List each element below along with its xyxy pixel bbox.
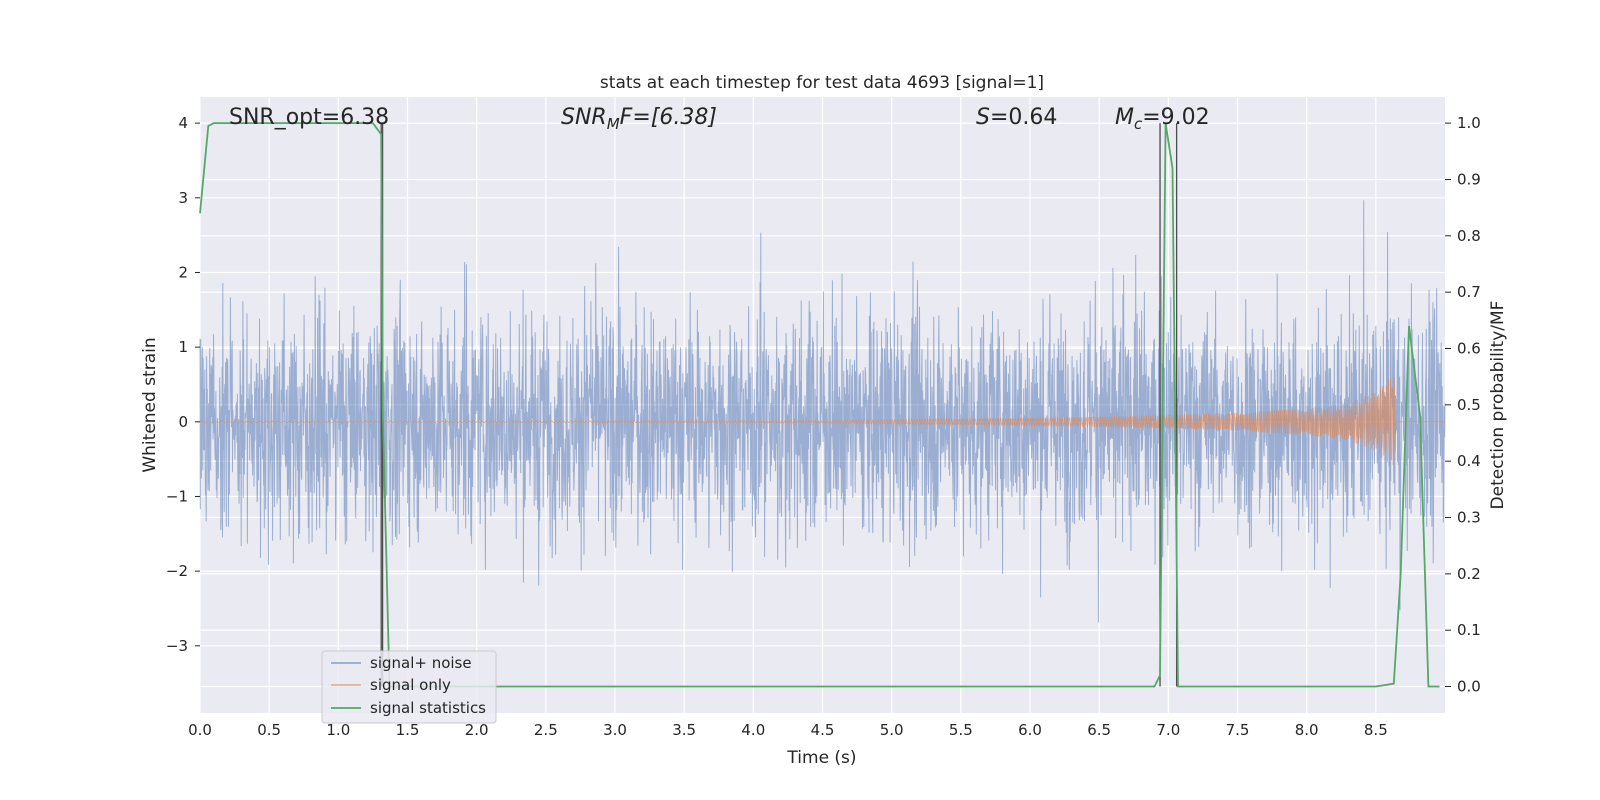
- x-tick-label: 5.0: [880, 721, 904, 739]
- x-tick-label: 1.0: [326, 721, 350, 739]
- legend: signal+ noise signal only signal statist…: [321, 650, 497, 724]
- grid: [199, 97, 1445, 713]
- x-tick-label: 5.5: [949, 721, 973, 739]
- x-tick-label: 3.5: [672, 721, 696, 739]
- x-tick-label: 2.0: [465, 721, 489, 739]
- y-left-tick-label: 0: [178, 413, 188, 431]
- y-right-tick-label: 0.6: [1457, 339, 1481, 357]
- x-tick-label: 0.0: [188, 721, 212, 739]
- x-tick-label: 7.5: [1226, 721, 1250, 739]
- y-right-tick-label: 0.4: [1457, 452, 1481, 470]
- y-right-axis-ticks: 1.0 0.9 0.8 0.7 0.6 0.5 0.4 0.3 0.2 0.1 0.0: [1445, 114, 1481, 696]
- x-axis-ticks: 0.0 0.5 1.0 1.5 2.0 2.5 3.0 3.5 4.0 4.5 5.0 5.5 6.0 6…: [188, 721, 1388, 739]
- y-right-tick-label: 0.1: [1457, 621, 1481, 639]
- y-right-tick-label: 0.9: [1457, 170, 1481, 188]
- x-tick-label: 8.5: [1364, 721, 1388, 739]
- annotation-snr-opt: SNR_opt=6.38: [229, 105, 389, 130]
- x-tick-label: 4.5: [811, 721, 835, 739]
- y-right-tick-label: 0.8: [1457, 227, 1481, 245]
- legend-label-signal-only: signal only: [370, 676, 451, 694]
- y-left-tick-label: −2: [166, 562, 188, 580]
- y-right-axis-label: Detection probability/MF: [1488, 301, 1508, 510]
- legend-label-signal-statistics: signal statistics: [370, 699, 486, 717]
- signal-statistics-series: [199, 122, 1440, 688]
- y-right-tick-label: 1.0: [1457, 114, 1481, 132]
- y-right-tick-label: 0.0: [1457, 678, 1481, 696]
- signal-only-series: [199, 377, 1445, 466]
- x-tick-label: 0.5: [257, 721, 281, 739]
- x-tick-label: 6.0: [1018, 721, 1042, 739]
- x-tick-label: 4.0: [741, 721, 765, 739]
- y-left-axis-label: Whitened strain: [140, 337, 160, 472]
- y-left-tick-label: 4: [178, 114, 188, 132]
- x-tick-label: 8.0: [1295, 721, 1319, 739]
- series-line-signal-plus-noise: [199, 200, 1446, 623]
- x-tick-label: 1.5: [396, 721, 420, 739]
- y-left-tick-label: −1: [166, 487, 188, 505]
- legend-label-signal-plus-noise: signal+ noise: [370, 654, 472, 672]
- x-tick-label: 6.5: [1087, 721, 1111, 739]
- y-left-tick-label: 2: [178, 263, 188, 281]
- annotation-mc: Mc=9.02: [1115, 105, 1210, 133]
- y-left-tick-label: 1: [178, 338, 188, 356]
- signal-plus-noise-series: [199, 200, 1446, 623]
- y-left-tick-label: 3: [178, 189, 188, 207]
- annotation-s: S=0.64: [976, 105, 1057, 130]
- x-tick-label: 3.0: [603, 721, 627, 739]
- series-line-signal-only: [199, 377, 1445, 466]
- y-right-tick-label: 0.7: [1457, 283, 1481, 301]
- y-right-tick-label: 0.2: [1457, 565, 1481, 583]
- y-right-tick-label: 0.5: [1457, 396, 1481, 414]
- x-axis-label: Time (s): [786, 748, 856, 768]
- series-line-signal-statistics: [199, 122, 1440, 688]
- chart-title: stats at each timestep for test data 469…: [600, 73, 1044, 93]
- y-right-tick-label: 0.3: [1457, 509, 1481, 527]
- y-left-tick-label: −3: [166, 637, 188, 655]
- y-left-axis-ticks: 4 3 2 1 0 −1 −2 −3: [166, 114, 200, 655]
- x-tick-label: 7.0: [1156, 721, 1180, 739]
- x-tick-label: 2.5: [534, 721, 558, 739]
- legend-box: [321, 650, 497, 724]
- annotation-snr-mf: SNRMF=[6.38]: [561, 105, 717, 133]
